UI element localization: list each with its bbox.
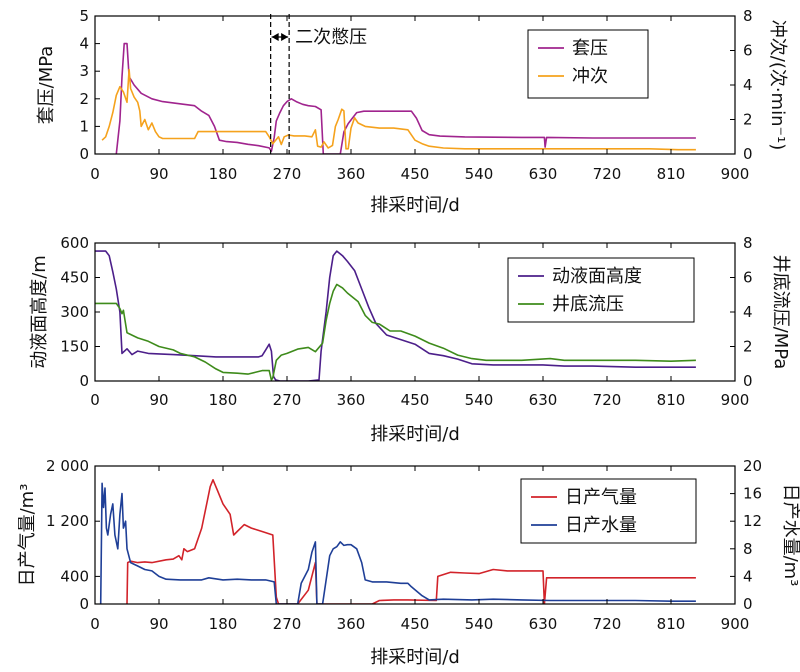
x-tick-label: 900 [721,165,750,183]
y-left-tick-label: 450 [60,269,89,287]
y-right-tick-label: 4 [743,303,753,321]
annotation-label: 二次憋压 [295,27,367,48]
chart-panel-2: 0 90 180 270 360 450 540 630 720 810 9000150300450… [29,234,791,445]
x-tick-label: 450 [401,391,430,409]
y-left-tick-label: 400 [60,567,89,585]
legend-label: 冲次 [572,66,608,87]
y-right-tick-label: 2 [743,338,753,356]
annotation-arrow-head-right [281,33,289,41]
y-left-tick-label: 300 [60,303,89,321]
y-right-tick-label: 8 [743,7,753,25]
series-line-1 [95,250,696,381]
x-tick-label: 360 [337,165,366,183]
x-axis-label: 排采时间/d [370,195,460,216]
y-right-tick-label: 16 [743,485,762,503]
y-left-tick-label: 1 [79,117,89,135]
y-left-axis-label: 日产气量/m³ [17,484,38,587]
y-right-axis-label: 日产水量/m³ [780,484,800,587]
y-right-tick-label: 20 [743,457,762,475]
x-tick-label: 630 [529,615,558,633]
y-left-tick-label: 150 [60,338,89,356]
x-tick-label: 0 [90,391,100,409]
x-tick-label: 450 [401,165,430,183]
x-axis-label: 排采时间/d [370,424,460,445]
y-right-tick-label: 12 [743,512,762,530]
chart-panel-3: 0 90 180 270 360 450 540 630 720 810 900 0 400 1 200 2… [17,457,800,668]
x-tick-label: 540 [465,615,494,633]
x-tick-label: 810 [657,165,686,183]
y-right-tick-label: 6 [743,269,753,287]
y-right-tick-label: 2 [743,111,753,129]
x-tick-label: 360 [337,615,366,633]
x-tick-label: 90 [149,615,168,633]
legend-label: 日产水量 [565,515,637,536]
x-tick-label: 900 [721,615,750,633]
y-right-tick-label: 0 [743,145,753,163]
y-right-tick-label: 6 [743,42,753,60]
x-tick-label: 0 [90,165,100,183]
y-left-tick-label: 4 [79,35,89,53]
legend-label: 日产气量 [565,487,637,508]
x-tick-label: 630 [529,391,558,409]
series-line-2 [95,283,696,381]
series-line-2 [101,68,696,151]
x-tick-label: 180 [209,165,238,183]
y-left-tick-label: 1 200 [46,512,89,530]
x-tick-label: 630 [529,165,558,183]
y-left-tick-label: 3 [79,62,89,80]
y-right-axis-label: 冲次/(次·min⁻¹) [767,20,788,151]
series-line-2 [99,482,696,604]
y-left-tick-label: 2 000 [46,457,89,475]
x-tick-label: 540 [465,391,494,409]
y-left-tick-label: 2 [79,90,89,108]
x-tick-label: 720 [593,165,622,183]
x-axis-label: 排采时间/d [370,647,460,668]
y-left-axis-label: 套压/MPa [36,46,57,125]
x-tick-label: 180 [209,615,238,633]
y-right-tick-label: 8 [743,540,753,558]
x-tick-label: 90 [149,391,168,409]
legend-box [520,478,697,544]
y-left-tick-label: 0 [79,372,89,390]
y-left-tick-label: 0 [79,145,89,163]
y-right-tick-label: 0 [743,372,753,390]
x-tick-label: 0 [90,615,100,633]
x-tick-label: 720 [593,391,622,409]
x-tick-label: 540 [465,165,494,183]
annotation-arrow-head-left [271,33,279,41]
y-right-tick-label: 4 [743,76,753,94]
legend-box [507,257,695,323]
y-right-tick-label: 8 [743,234,753,252]
legend-label: 套压 [572,38,608,59]
y-left-tick-label: 5 [79,7,89,25]
legend-label: 井底流压 [552,294,624,315]
legend-box [527,29,649,99]
series-line-1 [115,42,696,154]
series-line-1 [126,479,696,604]
x-tick-label: 720 [593,615,622,633]
x-tick-label: 270 [273,615,302,633]
x-tick-label: 810 [657,391,686,409]
x-tick-label: 180 [209,391,238,409]
y-right-tick-label: 0 [743,595,753,613]
x-tick-label: 810 [657,615,686,633]
x-tick-label: 450 [401,615,430,633]
chart-panel-1: 0 90 180 270 360 450 540 630 720 810 9000123450246… [36,7,788,216]
x-tick-label: 90 [149,165,168,183]
y-right-tick-label: 4 [743,567,753,585]
y-left-tick-label: 0 [79,595,89,613]
y-left-axis-label: 动液面高度/m [29,255,50,369]
legend-label: 动液面高度 [552,266,642,287]
x-tick-label: 900 [721,391,750,409]
x-tick-label: 360 [337,391,366,409]
y-left-tick-label: 600 [60,234,89,252]
x-tick-label: 270 [273,165,302,183]
x-tick-label: 270 [273,391,302,409]
y-right-axis-label: 井底流压/MPa [770,255,791,370]
